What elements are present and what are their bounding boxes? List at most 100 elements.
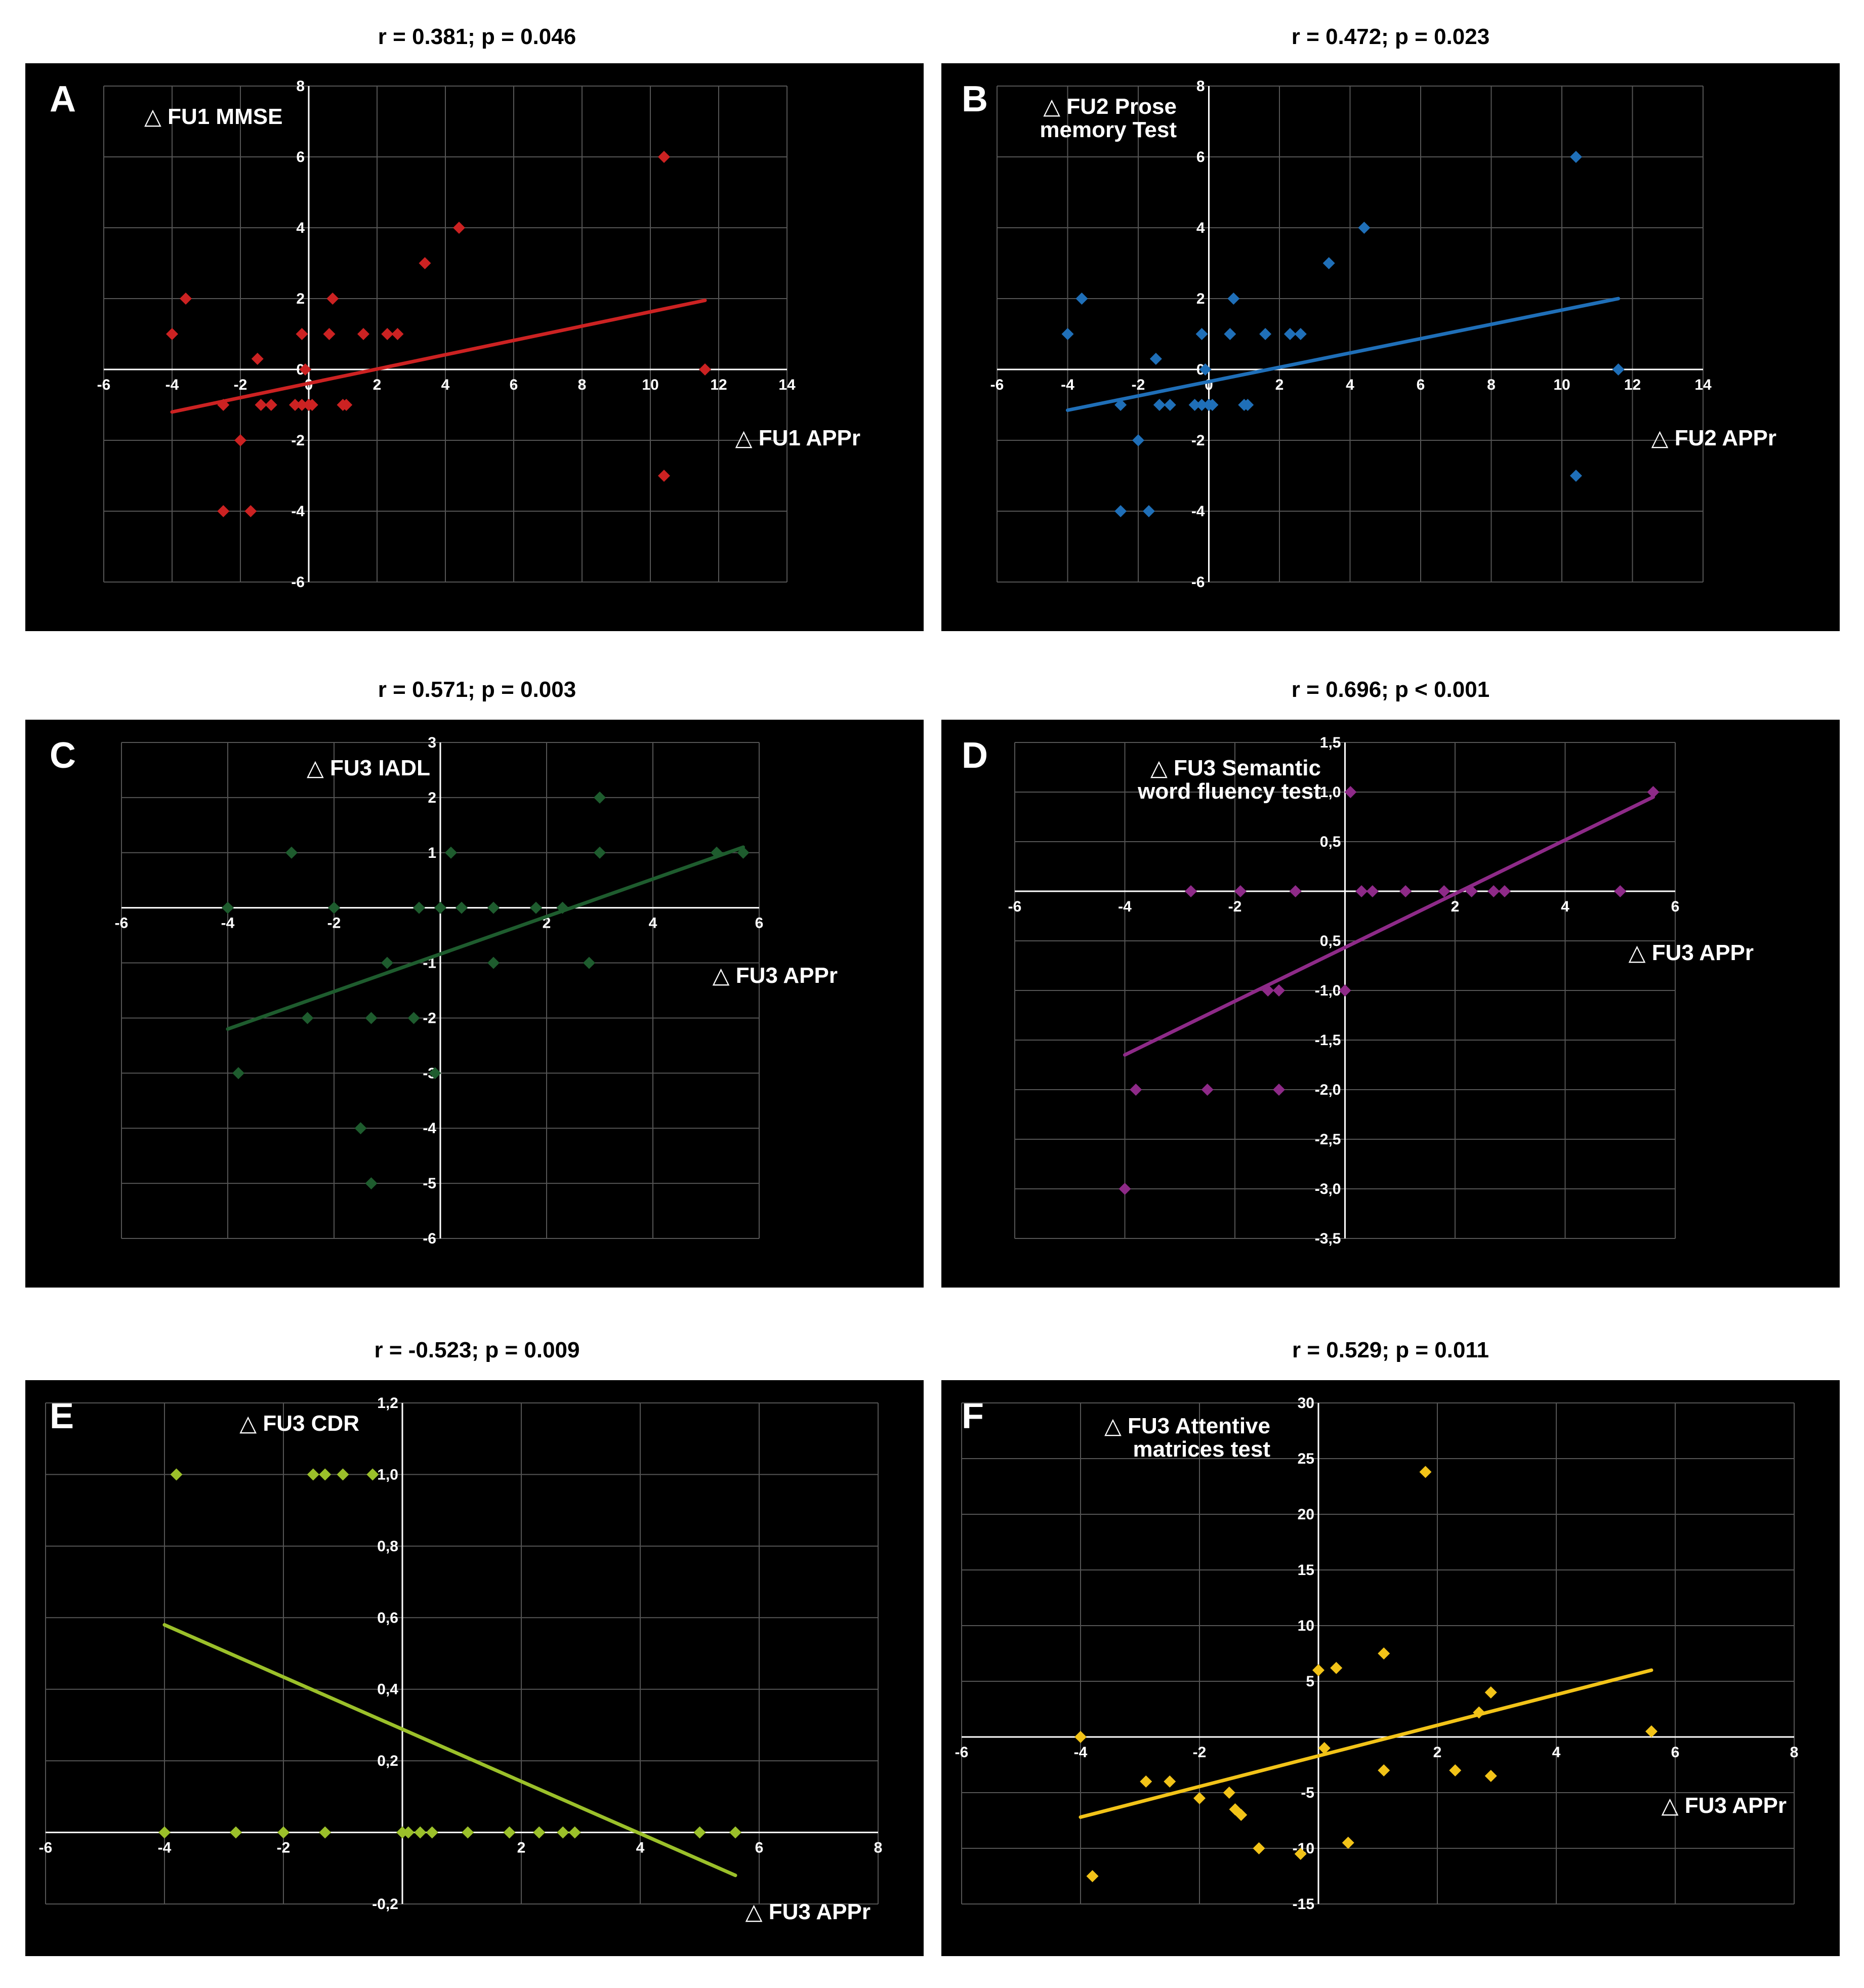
x-tick-label: 14	[1694, 377, 1712, 393]
panel-letter: E	[50, 1396, 74, 1436]
data-point	[693, 1826, 706, 1839]
data-point	[1164, 1775, 1176, 1788]
data-point	[1484, 1770, 1497, 1782]
y-tick-label: -2	[1191, 432, 1205, 449]
panel-letter: D	[962, 735, 988, 776]
y-tick-label: 8	[1196, 78, 1205, 95]
x-tick-label: 4	[1561, 898, 1569, 915]
data-point	[737, 846, 750, 859]
data-point	[306, 399, 318, 411]
y-axis-label: word fluency test	[1137, 779, 1321, 804]
x-axis-label: △ FU3 APPr	[1662, 1793, 1787, 1818]
y-axis-label: △ FU3 Semantic	[1150, 756, 1321, 780]
y-tick-label: 4	[1196, 220, 1205, 236]
data-point	[414, 1826, 427, 1839]
data-point	[1142, 505, 1155, 517]
data-point	[711, 846, 723, 859]
data-point	[1253, 1842, 1265, 1854]
x-tick-label: -4	[158, 1840, 172, 1856]
data-point	[326, 293, 339, 305]
data-point	[1185, 885, 1197, 897]
data-point	[658, 151, 670, 163]
panel-letter: F	[962, 1396, 984, 1436]
data-point	[1223, 1787, 1235, 1799]
data-point	[1235, 1809, 1248, 1821]
y-axis-label: △ FU3 IADL	[307, 756, 430, 780]
x-tick-label: -6	[955, 1744, 969, 1761]
panel-letter: B	[962, 79, 988, 119]
data-point	[729, 1826, 741, 1839]
x-axis-label: △ FU3 APPr	[1629, 940, 1754, 965]
x-tick-label: 8	[874, 1840, 883, 1856]
data-point	[1614, 885, 1627, 897]
y-tick-label: -5	[423, 1175, 436, 1192]
y-tick-label: 1,5	[1320, 734, 1341, 751]
data-point	[365, 1012, 378, 1024]
data-point	[533, 1826, 546, 1839]
data-point	[1206, 399, 1219, 411]
y-tick-label: -2	[291, 432, 305, 449]
x-tick-label: 2	[517, 1840, 526, 1856]
x-tick-label: -4	[1118, 898, 1132, 915]
x-tick-label: -2	[1132, 377, 1145, 393]
scatter-chart-e: E -6 -4 -2 2 4 6 8 -0,2 0,2 0,4 0,6 0,8 1,0 1,2 △ FU3 C…	[39, 1395, 883, 1924]
data-point	[1419, 1466, 1432, 1478]
y-tick-label: 1,0	[1320, 784, 1341, 801]
data-point	[402, 1826, 415, 1839]
x-tick-label: 8	[1790, 1744, 1799, 1761]
caption-b: r = 0.472; p = 0.023	[1291, 24, 1490, 49]
data-point	[530, 901, 542, 914]
x-tick-label: -2	[1228, 898, 1242, 915]
data-point	[658, 470, 670, 482]
x-tick-label: -4	[1074, 1744, 1088, 1761]
x-axis-label: △ FU3 APPr	[713, 963, 838, 988]
trend-line	[1066, 297, 1621, 412]
data-point	[357, 328, 369, 340]
data-point	[1075, 293, 1088, 305]
panel-f: F -6 -4 -2 2 4 6 8 -15 -10 -5 5 10 15 20 25 30 △ FU3 Atte…	[941, 1380, 1840, 1956]
data-point	[319, 1468, 332, 1481]
data-point	[1195, 328, 1208, 340]
data-point	[455, 901, 468, 914]
data-point	[230, 1826, 242, 1839]
y-axis-label: △ FU1 MMSE	[144, 104, 282, 129]
y-tick-label: -2,0	[1315, 1082, 1341, 1098]
trend-line	[170, 299, 707, 414]
data-point	[232, 1067, 244, 1080]
data-point	[557, 1826, 569, 1839]
y-tick-label: -6	[1191, 574, 1205, 591]
x-tick-label: -4	[165, 377, 179, 393]
data-point	[217, 505, 230, 517]
data-point	[296, 399, 308, 411]
data-point	[1378, 1764, 1390, 1776]
data-point	[1164, 399, 1176, 411]
x-tick-label: 6	[1671, 1744, 1680, 1761]
x-tick-label: 4	[649, 915, 657, 932]
data-point	[1498, 885, 1511, 897]
data-point	[1294, 328, 1307, 340]
data-point	[407, 1012, 420, 1024]
x-tick-label: 8	[1487, 377, 1496, 393]
data-point	[1227, 293, 1240, 305]
data-point	[265, 399, 277, 411]
data-point	[255, 399, 267, 411]
data-point	[222, 901, 234, 914]
x-tick-label: -4	[221, 915, 235, 932]
data-point	[1273, 1084, 1285, 1096]
data-point	[328, 901, 340, 914]
x-tick-label: 10	[1553, 377, 1570, 393]
data-point	[1358, 222, 1371, 234]
data-point	[462, 1826, 474, 1839]
x-tick-label: 6	[755, 915, 764, 932]
x-tick-label: -2	[234, 377, 247, 393]
data-point	[1289, 885, 1302, 897]
trend-line	[1079, 1668, 1653, 1819]
x-axis-label: △ FU3 APPr	[745, 1899, 871, 1924]
x-tick-label: -6	[97, 377, 111, 393]
data-point	[234, 434, 246, 446]
data-point	[1312, 1664, 1324, 1676]
data-point	[1484, 1686, 1497, 1699]
